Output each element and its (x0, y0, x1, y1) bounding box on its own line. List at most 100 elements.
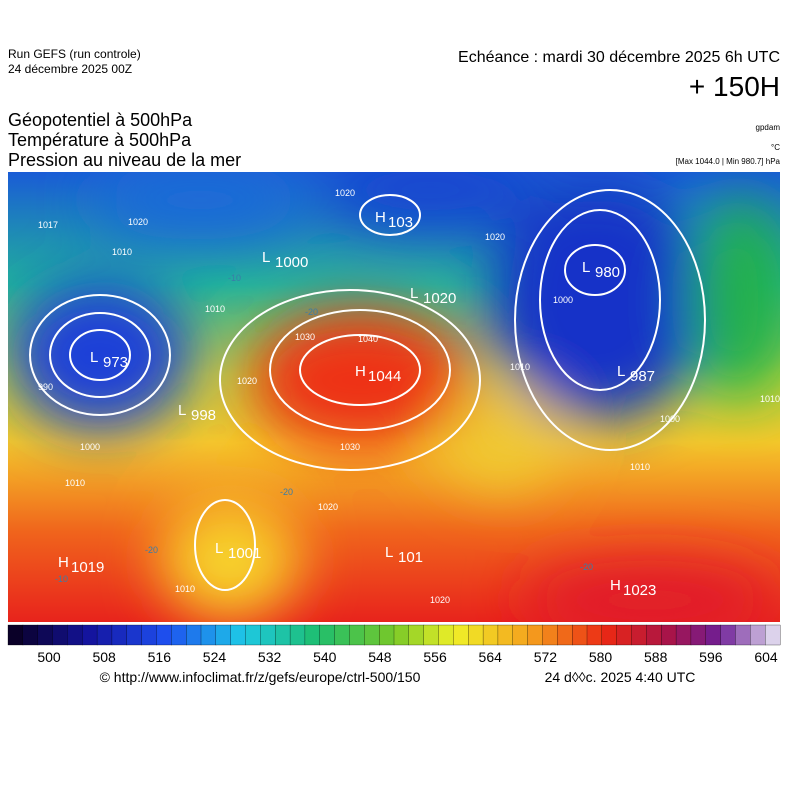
center-kind: L (385, 544, 393, 561)
colorbar-cell (527, 624, 543, 646)
field-title: Géopotentiel à 500hPa (8, 110, 193, 130)
field-title: Température à 500hPa (8, 130, 192, 150)
isobar-label: 1010 (112, 247, 132, 257)
generated: 24 d◊◊c. 2025 4:40 UTC (545, 669, 696, 685)
colorbar-cell (735, 624, 751, 646)
unit: gpdam (756, 123, 781, 132)
center-kind: L (617, 363, 625, 380)
colorbar-tick: 508 (92, 649, 116, 665)
center-kind: H (375, 209, 386, 226)
center-value: 101 (398, 549, 423, 566)
center-kind: H (58, 554, 69, 571)
colorbar-cell (497, 624, 514, 646)
run-date: 24 décembre 2025 00Z (8, 62, 132, 76)
colorbar-cell (260, 624, 276, 646)
center-value: 1020 (423, 290, 456, 307)
colorbar-cell (557, 624, 573, 646)
pressure-center: L 980 (582, 259, 620, 281)
colorbar-cell (453, 624, 469, 646)
center-value: 1044 (368, 368, 401, 385)
colorbar: 500 508 516 524 532 540 548 556 564 572 580 588 596 6… (7, 624, 781, 665)
center-value: 980 (595, 264, 620, 281)
colorbar-cell (186, 624, 202, 646)
colorbar-cell (631, 624, 647, 646)
colorbar-cell (156, 624, 172, 646)
pressure-center: L 998 (178, 402, 216, 424)
isobar-label: 1030 (340, 442, 360, 452)
colorbar-cell (37, 624, 53, 646)
colorbar-cell (438, 624, 454, 646)
isobar-label: 1020 (430, 595, 450, 605)
colorbar-cell (705, 624, 722, 646)
temperature-label: -10 (228, 273, 241, 283)
center-value: 1023 (623, 582, 656, 599)
colorbar-cell (482, 624, 499, 646)
center-kind: L (178, 402, 186, 419)
colorbar-cell (289, 624, 306, 646)
temperature-label: -20 (580, 562, 593, 572)
center-kind: L (582, 259, 590, 276)
center-value: 987 (630, 368, 655, 385)
colorbar-cell (245, 624, 261, 646)
colorbar-cell (215, 624, 232, 646)
run: Run GEFS (run controle) (8, 47, 141, 61)
pressure-center: L 987 (617, 363, 655, 385)
colorbar-cell (423, 624, 439, 646)
colorbar-cell (765, 624, 781, 646)
isobar-label: 1000 (80, 442, 100, 452)
isobar-label: 1010 (510, 362, 530, 372)
isobar-label: 1020 (318, 502, 338, 512)
center-kind: L (215, 540, 223, 557)
center-kind: H (610, 577, 621, 594)
colorbar-tick: 604 (754, 649, 778, 665)
isobar-label: 1040 (358, 334, 378, 344)
colorbar-cell (750, 624, 766, 646)
colorbar-cell (82, 624, 98, 646)
pressure-center: L 1000 (262, 249, 308, 271)
pressure-center: H 1023 (610, 577, 656, 599)
isobar-label: 1010 (65, 478, 85, 488)
center-value: 103 (388, 214, 413, 231)
map (8, 172, 780, 622)
colorbar-cell (572, 624, 588, 646)
colorbar-cell (7, 624, 24, 646)
temperature-label: -20 (145, 545, 158, 555)
colorbar-tick: 500 (37, 649, 61, 665)
temperature-label: -20 (280, 487, 293, 497)
colorbar-cell (171, 624, 187, 646)
center-value: 998 (191, 407, 216, 424)
temperature-label: -10 (55, 574, 68, 584)
colorbar-cell (304, 624, 321, 646)
colorbar-cell (690, 624, 707, 646)
isobar-label: 1017 (38, 220, 58, 230)
colorbar-tick: 532 (258, 649, 282, 665)
colorbar-cell (601, 624, 618, 646)
isobar-label: 1020 (485, 232, 505, 242)
colorbar-cell (542, 624, 558, 646)
pressure-center: H 1044 (355, 363, 401, 385)
isobar-label: 1020 (128, 217, 148, 227)
center-value: 1019 (71, 559, 104, 576)
isobar-label: 1030 (295, 332, 315, 342)
isobar-label: 1020 (335, 188, 355, 198)
colorbar-cell (230, 624, 246, 646)
colorbar-cell (96, 624, 113, 646)
valid-time: Echéance : mardi 30 décembre 2025 6h UTC (458, 49, 780, 66)
pressure-center: L 1001 (215, 540, 261, 562)
colorbar-cell (364, 624, 380, 646)
isobar-label: 1010 (630, 462, 650, 472)
source: © http://www.infoclimat.fr/z/gefs/europe… (100, 669, 421, 685)
isobar-label: 1010 (760, 394, 780, 404)
colorbar-tick: 596 (699, 649, 723, 665)
isobar-label: 1020 (237, 376, 257, 386)
colorbar-cell (111, 624, 128, 646)
colorbar-cell (393, 624, 410, 646)
colorbar-cell (349, 624, 365, 646)
colorbar-cell (126, 624, 143, 646)
colorbar-cell (408, 624, 425, 646)
colorbar-cell (661, 624, 677, 646)
colorbar-cell (586, 624, 603, 646)
field-title: Pression au niveau de la mer (8, 150, 241, 170)
colorbar-cell (646, 624, 662, 646)
